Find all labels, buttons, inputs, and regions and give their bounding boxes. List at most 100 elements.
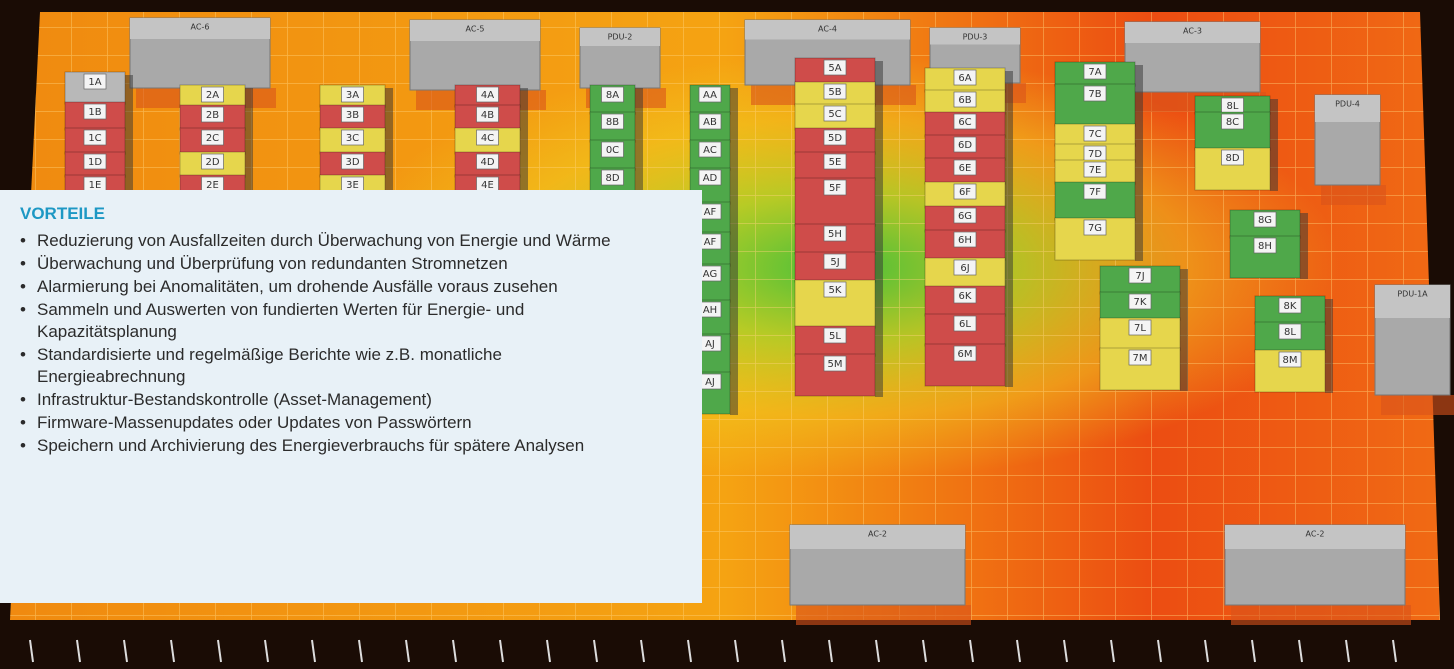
rack-side (520, 108, 528, 131)
rack-label: 1C (88, 133, 101, 144)
unit-shadow (796, 605, 971, 625)
rack-side (125, 131, 133, 155)
unit-label: PDU-4 (1335, 100, 1360, 109)
rack-label: 6D (958, 140, 972, 151)
rack-side (1135, 127, 1143, 147)
rack-side (730, 171, 738, 205)
edge-tick (265, 640, 268, 662)
edge-tick (312, 640, 315, 662)
rack-label: 5H (828, 229, 842, 240)
rack-side (520, 155, 528, 178)
unit-label: AC-3 (1183, 27, 1202, 36)
rack-label: 4A (481, 90, 494, 101)
rack-label: 7J (1135, 271, 1144, 282)
edge-tick (77, 640, 80, 662)
rack-side (385, 155, 393, 178)
rack-side (1005, 289, 1013, 317)
rack-label: 5D (828, 133, 842, 144)
unit-label: AC-2 (1306, 530, 1325, 539)
rack-label: 7F (1089, 187, 1101, 198)
benefit-item: Alarmierung bei Anomalitäten, um drohend… (20, 276, 645, 298)
benefits-list: Reduzierung von Ausfallzeiten durch Über… (20, 230, 645, 457)
rack-side (1180, 295, 1188, 321)
rack-side (1180, 321, 1188, 351)
rack-label: AD (703, 173, 718, 184)
rack-side (385, 131, 393, 155)
rack-label: 3D (345, 157, 359, 168)
rack-label: 1B (88, 107, 101, 118)
benefit-item: Überwachung und Überprüfung von redundan… (20, 253, 645, 275)
edge-tick (218, 640, 221, 662)
unit-label: AC-2 (868, 530, 887, 539)
rack-side (1005, 261, 1013, 289)
rack-label: 6C (958, 117, 971, 128)
rack-label: 7K (1134, 297, 1147, 308)
rack-label: 5C (828, 109, 841, 120)
rack-side (635, 115, 643, 143)
edge-tick (1346, 640, 1349, 662)
rack-side (125, 155, 133, 178)
rack-label: 6K (959, 291, 972, 302)
edge-tick (876, 640, 879, 662)
rack-side (1005, 138, 1013, 161)
rack-side (245, 131, 253, 155)
rack-label: 1A (88, 77, 101, 88)
rack-label: AH (703, 305, 717, 316)
rack-side (875, 181, 883, 227)
rack-side (1135, 147, 1143, 163)
edge-tick (782, 640, 785, 662)
edge-tick (1111, 640, 1114, 662)
rack-side (1300, 213, 1308, 239)
rack-side (875, 357, 883, 397)
rack-label: 5A (828, 63, 841, 74)
rack-side (1135, 87, 1143, 127)
rack-side (1005, 93, 1013, 115)
rack-side (730, 88, 738, 115)
rack-label: 7A (1088, 67, 1101, 78)
rack-side (1270, 99, 1278, 115)
rack-label: 4C (481, 133, 494, 144)
benefit-item: Speichern und Archivierung des Energieve… (20, 435, 645, 457)
rack-side (1325, 325, 1333, 353)
edge-tick (1158, 640, 1161, 662)
rack-label: 8H (1258, 241, 1272, 252)
rack-side (1005, 115, 1013, 138)
rack-side (245, 88, 253, 108)
rack-side (520, 88, 528, 108)
edge-tick (453, 640, 456, 662)
benefit-item: Sammeln und Auswerten von fundierten Wer… (20, 299, 645, 343)
unit-label: AC-4 (818, 25, 837, 34)
rack-label: 8D (605, 173, 619, 184)
edge-tick (829, 640, 832, 662)
rack-label: 5J (830, 257, 839, 268)
rack-label: AJ (705, 339, 715, 350)
rack-side (1005, 317, 1013, 347)
rack-label: 5L (829, 331, 841, 342)
rack-side (635, 143, 643, 171)
rack-side (1300, 239, 1308, 279)
rack-label: 5M (828, 359, 843, 370)
edge-tick (594, 640, 597, 662)
rack-label: 7G (1088, 223, 1102, 234)
unit-label: PDU-1A (1397, 290, 1428, 299)
rack-side (875, 255, 883, 283)
edge-tick (1017, 640, 1020, 662)
rack-label: 5K (829, 285, 842, 296)
rack-side (730, 205, 738, 235)
rack-side (1135, 163, 1143, 185)
rack-label: 2D (205, 157, 219, 168)
rack-side (1135, 185, 1143, 221)
rack-side (875, 131, 883, 155)
rack-label: AJ (705, 377, 715, 388)
rack-side (1135, 221, 1143, 261)
edge-tick (1299, 640, 1302, 662)
rack-label: 0C (606, 145, 619, 156)
rack-side (1180, 269, 1188, 295)
benefit-item: Standardisierte und regelmäßige Berichte… (20, 344, 645, 388)
rack-label: 6F (959, 187, 971, 198)
rack-label: AG (703, 269, 717, 280)
rack-label: 8L (1284, 327, 1296, 338)
rack-side (125, 75, 133, 105)
rack-label: 8G (1258, 215, 1272, 226)
rack-label: 5B (828, 87, 841, 98)
